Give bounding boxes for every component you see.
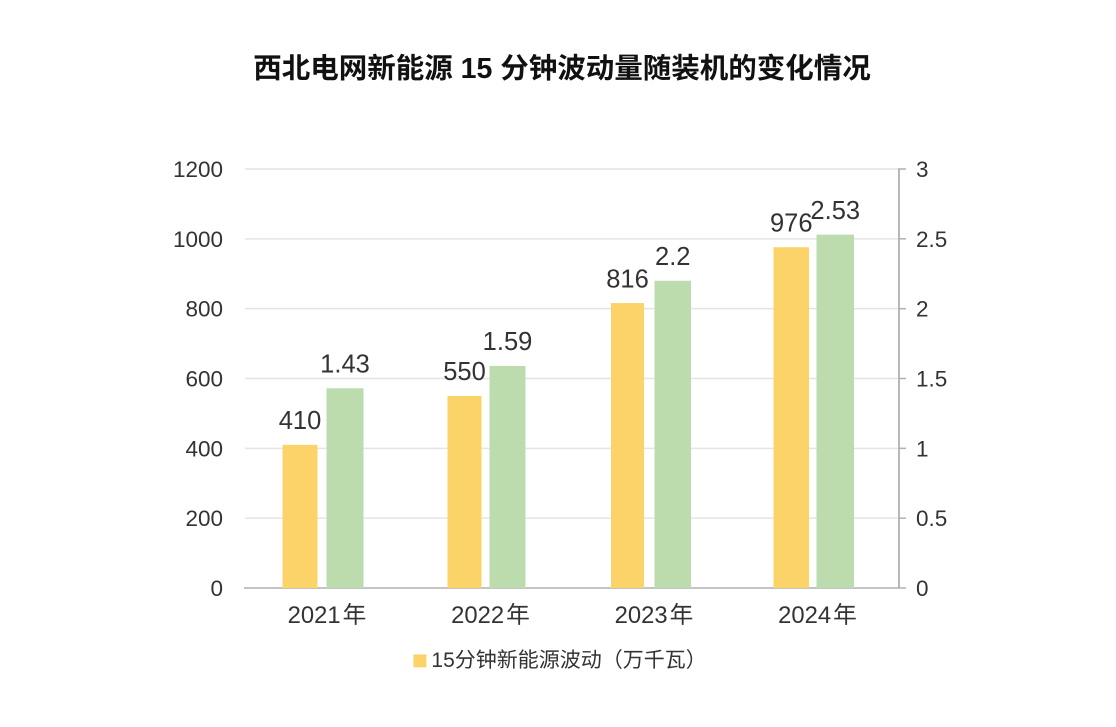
svg-text:2.5: 2.5 xyxy=(916,227,947,252)
svg-text:1000: 1000 xyxy=(173,227,223,252)
svg-text:3: 3 xyxy=(916,157,929,182)
svg-text:1.59: 1.59 xyxy=(483,328,533,356)
svg-text:816: 816 xyxy=(606,265,649,293)
svg-text:1200: 1200 xyxy=(173,157,223,182)
svg-text:0: 0 xyxy=(916,576,929,601)
svg-text:1: 1 xyxy=(916,436,929,461)
svg-text:15: 15 xyxy=(431,649,454,672)
svg-text:15: 15 xyxy=(461,53,493,85)
svg-text:1.5: 1.5 xyxy=(916,367,947,392)
svg-text:2023: 2023 xyxy=(615,602,668,629)
svg-text:2.2: 2.2 xyxy=(655,243,690,271)
svg-text:400: 400 xyxy=(185,436,223,461)
svg-text:550: 550 xyxy=(443,358,486,386)
svg-text:410: 410 xyxy=(279,407,322,435)
svg-text:1.43: 1.43 xyxy=(320,350,370,378)
svg-text:0: 0 xyxy=(210,576,223,601)
svg-text:2021: 2021 xyxy=(288,602,341,629)
svg-text:976: 976 xyxy=(770,209,813,237)
svg-text:200: 200 xyxy=(185,506,223,531)
svg-text:2.53: 2.53 xyxy=(810,197,860,225)
svg-text:800: 800 xyxy=(185,297,223,322)
svg-text:2022: 2022 xyxy=(451,602,504,629)
svg-text:2: 2 xyxy=(916,297,929,322)
svg-text:2024: 2024 xyxy=(778,602,831,629)
svg-text:600: 600 xyxy=(185,367,223,392)
svg-text:0.5: 0.5 xyxy=(916,506,947,531)
